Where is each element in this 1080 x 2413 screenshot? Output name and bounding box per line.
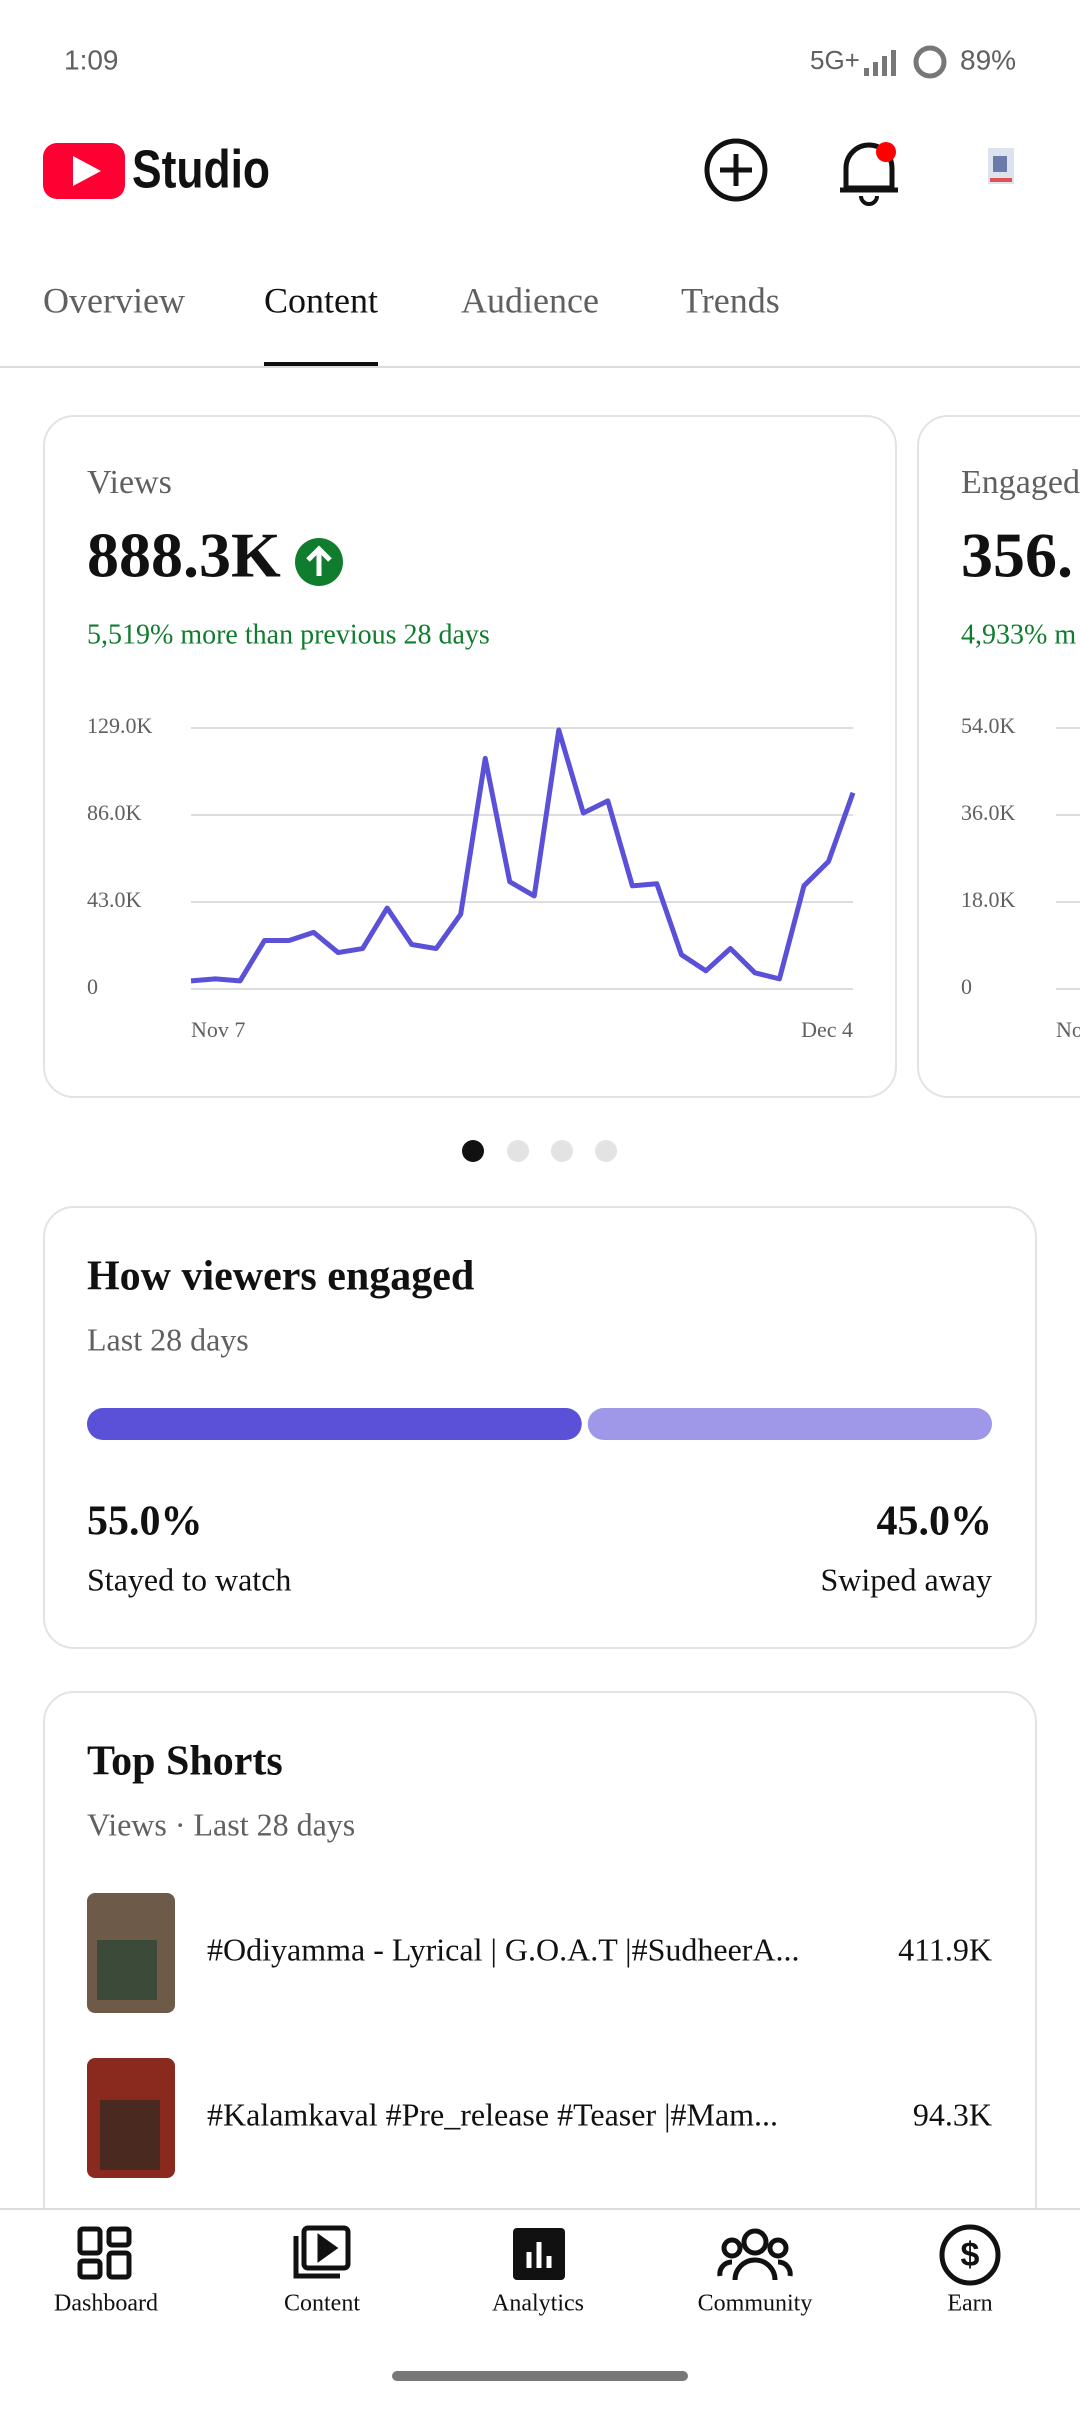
battery-icon <box>913 45 947 79</box>
short-views: 94.3K <box>913 2096 992 2132</box>
card-change: 4,933% m <box>961 619 1076 650</box>
youtube-logo-play <box>73 156 101 186</box>
card-change: 5,519% more than previous 28 days <box>87 619 490 650</box>
nav-item[interactable]: Dashboard <box>54 2291 158 2317</box>
nav-item[interactable]: Content <box>284 2291 360 2317</box>
status-battery: 89% <box>960 44 1016 75</box>
status-time: 1:09 <box>64 44 119 75</box>
dashboard-icon <box>77 2226 132 2280</box>
nav-item[interactable]: Analytics <box>492 2291 584 2317</box>
notifications-button[interactable] <box>840 142 898 206</box>
y-tick-label: 36.0K <box>961 800 1016 825</box>
nav-item[interactable]: Community <box>698 2291 813 2317</box>
short-thumbnail-detail <box>100 2100 160 2170</box>
engagement-value: 45.0% <box>877 1499 993 1545</box>
short-thumbnail-detail <box>97 1940 157 2000</box>
tab[interactable]: Audience <box>461 280 599 320</box>
tab[interactable]: Trends <box>681 280 780 320</box>
y-tick-label: 129.0K <box>87 713 153 738</box>
signal-icon <box>864 50 896 76</box>
app-name: Studio <box>132 139 270 199</box>
engagement-bar <box>587 1408 992 1440</box>
card-label: Views <box>87 464 172 501</box>
engagement-label: Swiped away <box>820 1561 992 1597</box>
carousel-dots <box>462 1140 617 1162</box>
short-title: #Kalamkaval #Pre_release #Teaser |#Mam..… <box>207 2096 778 2132</box>
card-subtitle: Views · Last 28 days <box>87 1806 355 1842</box>
line-series <box>190 727 856 984</box>
card-label: Engaged <box>961 464 1080 501</box>
home-indicator <box>392 2371 688 2381</box>
community-icon <box>717 2228 793 2281</box>
content-icon <box>293 2225 351 2279</box>
card-title: Top Shorts <box>87 1739 283 1785</box>
card-subtitle: Last 28 days <box>87 1321 249 1357</box>
account-avatar[interactable] <box>988 148 1014 184</box>
y-tick-label: 54.0K <box>961 713 1016 738</box>
y-tick-label: 43.0K <box>87 887 142 912</box>
views-card[interactable] <box>43 415 897 1098</box>
nav-item[interactable]: Earn <box>947 2291 992 2317</box>
engagement-label: Stayed to watch <box>87 1561 291 1597</box>
short-views: 411.9K <box>898 1931 992 1967</box>
x-tick-label: Dec 4 <box>801 1017 853 1042</box>
status-network: 5G+ <box>810 45 860 75</box>
up-arrow-icon <box>295 538 343 586</box>
tab[interactable]: Content <box>264 280 378 320</box>
card-title: How viewers engaged <box>87 1254 474 1300</box>
card-total: 356. <box>961 520 1073 591</box>
y-tick-label: 18.0K <box>961 887 1016 912</box>
engaged-views-card[interactable] <box>917 415 1080 1098</box>
short-title: #Odiyamma - Lyrical | G.O.A.T |#SudheerA… <box>207 1931 800 1967</box>
x-tick-label: No <box>1056 1017 1080 1042</box>
svg-text:$: $ <box>961 2236 980 2274</box>
tab-indicator <box>264 362 378 368</box>
x-tick-label: Nov 7 <box>191 1017 245 1042</box>
earn-icon: $ <box>939 2224 1001 2286</box>
analytics-icon <box>513 2228 565 2280</box>
y-tick-label: 86.0K <box>87 800 142 825</box>
engagement-bar <box>87 1408 582 1440</box>
y-tick-label: 0 <box>961 974 972 999</box>
tab[interactable]: Overview <box>43 280 185 320</box>
short-row[interactable]: #Kalamkaval #Pre_release #Teaser |#Mam..… <box>87 2058 992 2178</box>
short-row[interactable]: #Odiyamma - Lyrical | G.O.A.T |#SudheerA… <box>87 1893 992 2013</box>
create-button[interactable] <box>704 138 768 202</box>
card-total: 888.3K <box>87 520 281 591</box>
engagement-value: 55.0% <box>87 1499 203 1545</box>
y-tick-label: 0 <box>87 974 98 999</box>
